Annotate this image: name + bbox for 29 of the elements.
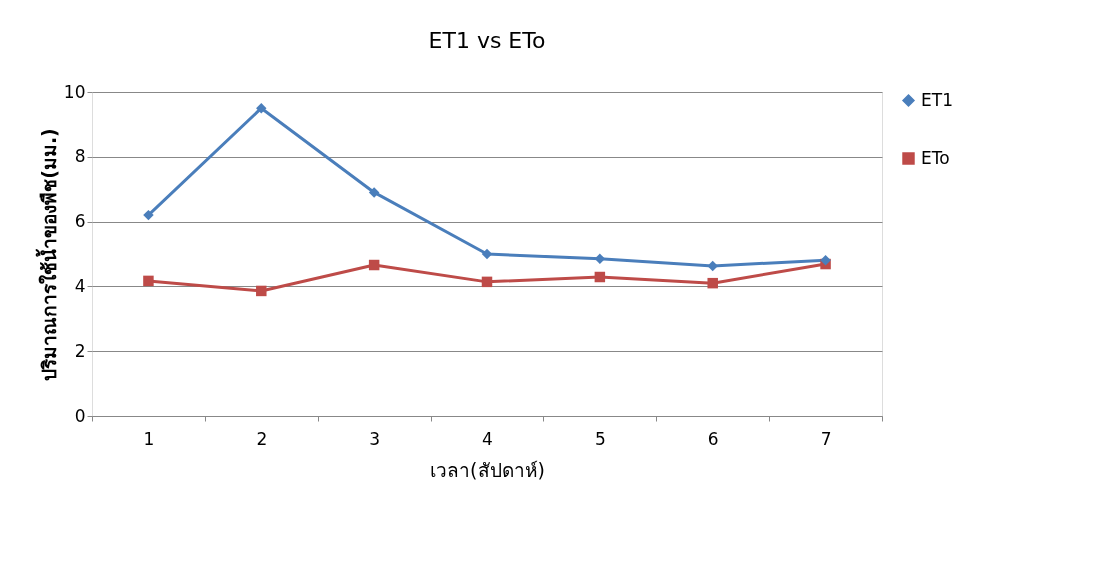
y-tick-label: 6 bbox=[74, 211, 86, 232]
x-tick-label: 1 bbox=[143, 428, 155, 449]
legend-label: ETo bbox=[921, 147, 950, 168]
legend-label: ET1 bbox=[921, 89, 953, 110]
chart-title: ET1 vs ETo bbox=[428, 28, 546, 53]
point bbox=[143, 275, 154, 287]
x-tick-label: 3 bbox=[369, 428, 381, 449]
y-tick-label: 4 bbox=[74, 275, 86, 296]
y-axis-title: ปริมาณการใช้น้ำของพืช(มม.) bbox=[34, 128, 60, 381]
y-tick-label: 2 bbox=[74, 340, 86, 361]
point bbox=[594, 271, 606, 283]
point bbox=[256, 285, 267, 297]
point bbox=[707, 260, 718, 272]
point bbox=[368, 259, 380, 271]
point bbox=[368, 187, 380, 198]
y-tick-label: 10 bbox=[63, 81, 86, 102]
point bbox=[481, 276, 493, 288]
point bbox=[143, 209, 154, 221]
y-tick-label: 8 bbox=[74, 146, 86, 167]
x-tick-label: 7 bbox=[820, 428, 832, 449]
x-tick-label: 4 bbox=[482, 428, 493, 449]
x-axis-title: เวลา(สัปดาห์) bbox=[430, 458, 545, 481]
y-tick-label: 0 bbox=[74, 405, 86, 426]
x-tick-label: 5 bbox=[594, 428, 606, 449]
point bbox=[256, 102, 267, 114]
x-tick-label: 2 bbox=[256, 428, 268, 449]
x-tick-label: 6 bbox=[707, 428, 719, 449]
point bbox=[820, 254, 831, 266]
point bbox=[707, 277, 718, 289]
